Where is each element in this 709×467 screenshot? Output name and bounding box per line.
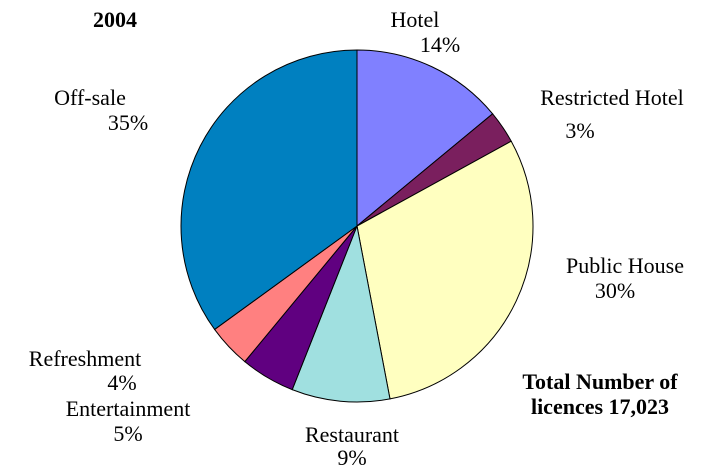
slice-label: Entertainment <box>66 396 191 421</box>
pie-slice <box>180 49 358 331</box>
value-label: 3% <box>565 118 594 143</box>
slice-label: Hotel <box>391 7 440 32</box>
pie-slice <box>291 224 391 403</box>
slice-label: Refreshment <box>29 346 141 371</box>
slice-label: Public House <box>566 253 684 278</box>
value-label: 4% <box>107 370 136 395</box>
annotation: Total Number of <box>522 369 678 394</box>
value-label: 35% <box>108 110 148 135</box>
value-label: 30% <box>595 278 635 303</box>
annotation: licences 17,023 <box>531 394 669 419</box>
pie-slice <box>356 49 494 228</box>
value-label: 5% <box>113 421 142 446</box>
value-label: 9% <box>337 445 366 467</box>
value-label: 14% <box>420 32 460 57</box>
slice-label: Off-sale <box>54 85 126 110</box>
slice-label: Restaurant <box>305 422 399 447</box>
chart-title: 2004 <box>93 7 137 32</box>
slice-label: Restricted Hotel <box>540 85 684 110</box>
pie-slice <box>356 140 534 400</box>
